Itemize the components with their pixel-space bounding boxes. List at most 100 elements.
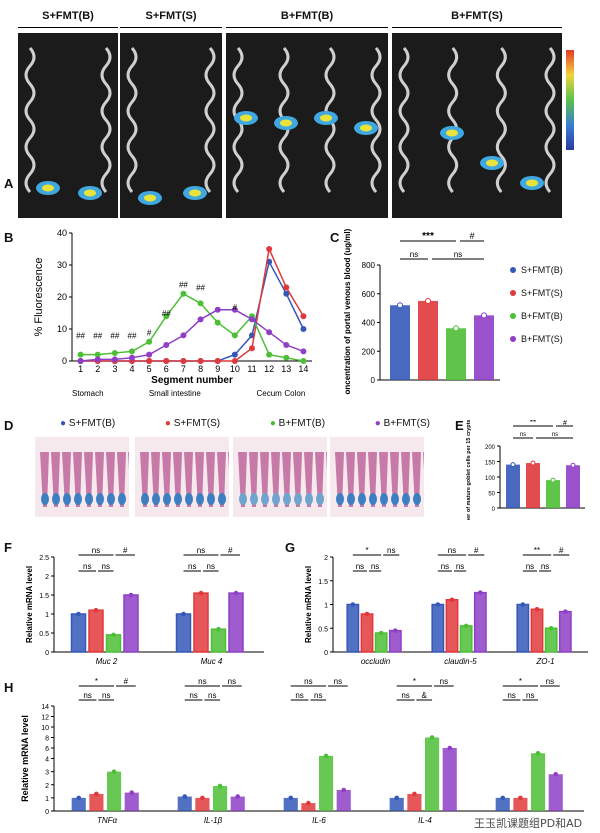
sig-label: ns xyxy=(401,691,409,700)
gene-label: occludin xyxy=(361,657,391,666)
sig-label: ns xyxy=(520,432,526,438)
data-point xyxy=(300,326,307,332)
panel-g-letter: G xyxy=(285,540,296,555)
crypt xyxy=(326,452,327,471)
bar xyxy=(390,305,410,380)
data-point xyxy=(520,602,526,607)
goblet-cell xyxy=(185,493,193,505)
bar xyxy=(566,465,580,508)
imaging-tile xyxy=(18,33,118,218)
fluorescence-core xyxy=(360,124,372,132)
bar xyxy=(283,797,298,811)
fluorescence-core xyxy=(320,114,332,122)
bar xyxy=(495,797,510,811)
data-point xyxy=(111,356,118,363)
bar xyxy=(407,793,422,811)
sig-label: ns xyxy=(526,562,534,571)
intestine-loop xyxy=(544,47,556,193)
sig-label: # xyxy=(563,420,567,427)
y-tick-label: 50 xyxy=(488,492,495,498)
panel-c-letter: C xyxy=(330,230,340,245)
data-point xyxy=(235,794,241,799)
goblet-cell xyxy=(272,493,280,505)
bar xyxy=(474,315,494,380)
data-point xyxy=(146,338,153,345)
bar xyxy=(506,464,520,508)
y-tick-label: 800 xyxy=(362,261,376,270)
intestine-loop xyxy=(24,47,36,193)
imaging-tile xyxy=(226,33,388,218)
goblet-cell xyxy=(283,493,291,505)
y-tick-label: 12 xyxy=(41,715,49,722)
goblet-cell xyxy=(85,493,93,505)
data-point xyxy=(180,290,187,297)
data-point xyxy=(500,795,506,801)
y-tick-label: 0.5 xyxy=(318,626,328,633)
y-tick-label: 0 xyxy=(62,356,67,366)
significance-mark: # xyxy=(233,303,238,312)
legend-c: S+FMT(B) S+FMT(S) B+FMT(B) B+FMT(S) xyxy=(510,265,563,357)
bar-fill xyxy=(474,592,486,652)
bar-fill xyxy=(559,611,571,652)
y-tick-label: 1 xyxy=(45,612,49,619)
data-point xyxy=(510,462,516,468)
y-tick-label: 10 xyxy=(57,324,67,334)
x-tick-label: 13 xyxy=(281,364,291,374)
data-point xyxy=(535,750,541,756)
goblet-cell xyxy=(347,493,355,505)
bar-fill xyxy=(545,628,557,652)
y-tick-label: 600 xyxy=(362,290,376,299)
y-tick-label: 2.5 xyxy=(39,555,49,562)
bar-fill xyxy=(347,604,359,652)
significance-mark: ## xyxy=(93,332,102,341)
data-point xyxy=(231,358,238,364)
data-point xyxy=(180,358,187,364)
goblet-cell xyxy=(358,493,366,505)
data-point xyxy=(323,753,329,759)
legend-d-item: ● S+FMT(B) xyxy=(60,418,116,429)
data-point xyxy=(429,735,435,740)
histology-drawing xyxy=(238,452,327,507)
panel-a-header: S+FMT(B) xyxy=(42,10,94,22)
sig-label: ns xyxy=(102,691,110,700)
intestine-loop xyxy=(100,47,112,193)
crypt xyxy=(73,452,82,507)
data-point xyxy=(128,592,134,598)
sig-label: ns xyxy=(440,677,448,686)
sig-label: ns xyxy=(92,546,100,555)
crypt xyxy=(206,452,215,507)
data-point xyxy=(447,745,453,751)
bar xyxy=(526,463,540,508)
data-point xyxy=(129,790,135,795)
crypt xyxy=(162,452,171,507)
bar xyxy=(89,793,104,811)
data-point xyxy=(453,325,459,332)
region-colon: Colon xyxy=(284,389,305,398)
gene-label: claudin-5 xyxy=(444,657,477,666)
goblet-cell xyxy=(413,493,421,505)
gene-label: ZO-1 xyxy=(535,657,554,666)
sig-label: * xyxy=(519,677,522,686)
crypt xyxy=(335,452,344,507)
data-point xyxy=(463,623,469,629)
data-point xyxy=(198,590,204,596)
panel-a-letter: A xyxy=(4,176,14,191)
data-point xyxy=(182,794,188,799)
crypt xyxy=(282,452,291,507)
sig-label: ns xyxy=(441,562,449,571)
crypt xyxy=(195,452,204,507)
sig-label: ns xyxy=(507,691,515,700)
intestine-image xyxy=(232,47,382,193)
fluorescence-core xyxy=(42,184,54,192)
data-point xyxy=(111,350,118,356)
series-line xyxy=(80,246,305,362)
data-point xyxy=(341,787,347,793)
x-tick-label: 5 xyxy=(147,364,152,374)
sig-label: # xyxy=(123,546,128,555)
sig-label: *** xyxy=(422,231,434,242)
sig-label: # xyxy=(228,546,233,555)
histology-drawing xyxy=(40,452,129,507)
panel-a-header: S+FMT(S) xyxy=(145,10,197,22)
data-point xyxy=(530,460,536,466)
y-tick-label: 2 xyxy=(324,555,328,562)
